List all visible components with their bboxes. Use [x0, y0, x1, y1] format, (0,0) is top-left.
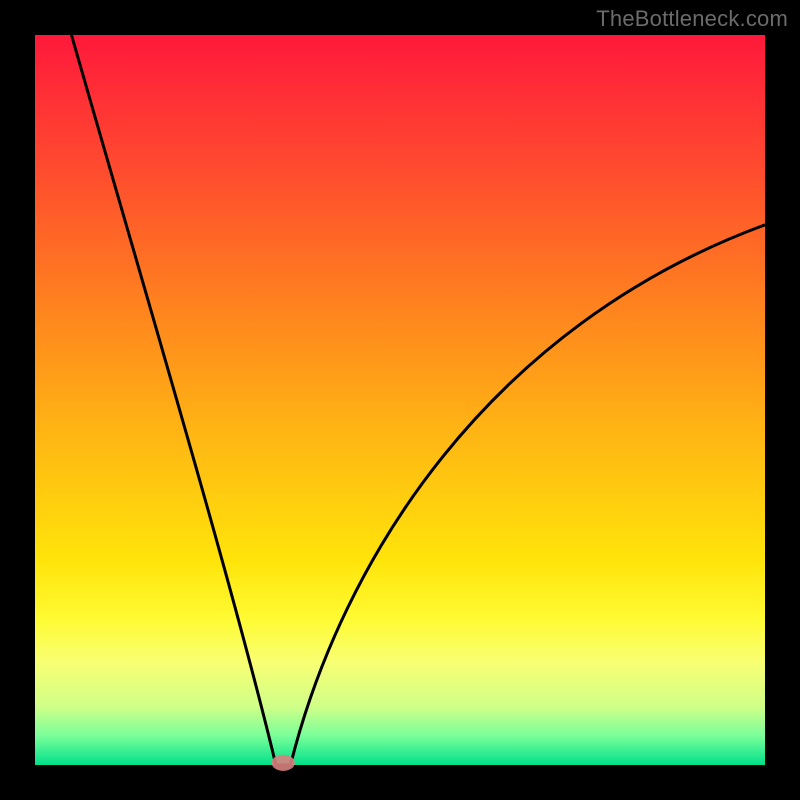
- bottleneck-chart: TheBottleneck.com: [0, 0, 800, 800]
- plot-area: [35, 35, 765, 765]
- minimum-marker: [272, 755, 295, 771]
- watermark-text: TheBottleneck.com: [596, 6, 788, 32]
- chart-svg: [0, 0, 800, 800]
